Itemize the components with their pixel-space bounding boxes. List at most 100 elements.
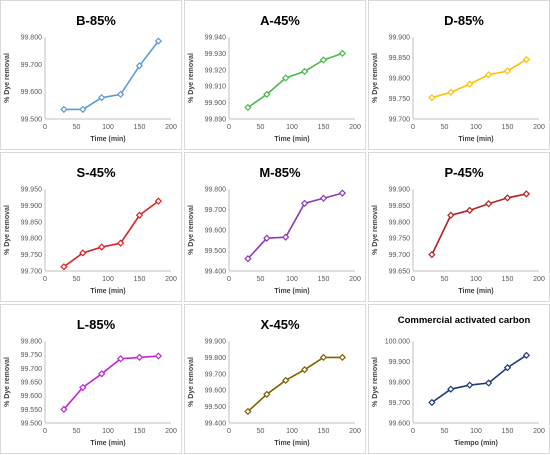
y-axis-label: % Dye removal — [4, 205, 11, 255]
y-tick-label: 99.600 — [205, 228, 227, 235]
x-tick-label: 100 — [470, 124, 482, 131]
x-axis-label: Tiempo (min) — [454, 440, 498, 447]
y-tick-label: 99.650 — [389, 269, 411, 276]
data-point — [282, 74, 290, 82]
x-tick-label: 150 — [502, 428, 514, 435]
x-tick-label: 150 — [134, 124, 146, 131]
data-point — [135, 62, 144, 70]
data-point — [263, 390, 271, 398]
y-tick-label: 99.500 — [205, 248, 227, 255]
y-tick-label: 99.700 — [205, 207, 227, 214]
x-tick-label: 50 — [441, 276, 449, 283]
data-point — [282, 233, 290, 241]
x-tick-label: 150 — [318, 428, 330, 435]
data-point — [79, 249, 87, 257]
y-tick-label: 99.800 — [21, 35, 43, 42]
series-line — [247, 356, 343, 413]
x-axis-label: Time (min) — [274, 136, 309, 143]
x-axis-label: Time (min) — [90, 440, 125, 447]
y-tick-label: 99.800 — [205, 187, 227, 194]
y-tick-label: 99.930 — [205, 51, 227, 58]
y-tick-label: 99.750 — [389, 236, 411, 243]
y-tick-label: 99.550 — [21, 407, 43, 414]
x-tick-label: 0 — [227, 276, 231, 283]
data-point — [116, 90, 125, 99]
x-axis-label: Time (min) — [274, 440, 309, 447]
chart-panel-7: L-85% 99.500 99.550 99.600 99.650 99.700 99.75… — [0, 304, 182, 454]
x-tick-label: 100 — [102, 428, 114, 435]
chart-svg: M-85% 99.400 99.500 99.600 99.700 99.800 0 50 10… — [188, 165, 361, 295]
chart-title: P-45% — [444, 165, 483, 180]
y-tick-label: 99.920 — [205, 67, 227, 74]
y-tick-label: 99.940 — [205, 35, 227, 42]
data-point — [466, 80, 474, 88]
x-axis-label: Time (min) — [90, 136, 125, 143]
x-tick-label: 0 — [227, 428, 231, 435]
data-point — [135, 211, 144, 219]
chart-panel-2: A-45% 99.890 99.900 99.910 99.920 99.930 99.94… — [184, 0, 366, 150]
y-tick-label: 99.750 — [21, 352, 43, 359]
series-line — [247, 52, 343, 109]
data-point — [447, 385, 455, 393]
x-axis-label: Time (min) — [458, 136, 493, 143]
y-tick-label: 99.700 — [21, 366, 43, 373]
chart-panel-4: S-45% 99.700 99.750 99.800 99.850 99.900 99.95… — [0, 152, 182, 302]
chart-title: M-85% — [259, 165, 301, 180]
chart-svg: P-45% 99.650 99.700 99.750 99.800 99.850 99.90… — [372, 165, 545, 295]
x-tick-label: 0 — [411, 124, 415, 131]
data-point — [522, 190, 531, 198]
data-point — [300, 366, 309, 374]
x-tick-label: 150 — [318, 276, 330, 283]
data-point — [79, 383, 87, 392]
data-point — [98, 94, 106, 102]
x-tick-label: 200 — [349, 124, 361, 131]
chart-title: D-85% — [444, 13, 484, 28]
x-axis-label: Time (min) — [458, 288, 493, 295]
y-tick-label: 99.600 — [389, 421, 411, 428]
x-tick-label: 200 — [533, 276, 545, 283]
x-tick-label: 50 — [257, 276, 265, 283]
y-tick-label: 99.700 — [21, 62, 43, 69]
y-tick-label: 99.600 — [21, 89, 43, 96]
y-tick-label: 99.900 — [389, 35, 411, 42]
series-line — [431, 354, 527, 404]
data-point — [282, 376, 290, 385]
x-tick-label: 200 — [533, 428, 545, 435]
x-axis-label: Time (min) — [274, 288, 309, 295]
series-line — [63, 355, 159, 410]
x-tick-label: 0 — [43, 428, 47, 435]
x-tick-label: 0 — [227, 124, 231, 131]
x-tick-label: 200 — [349, 276, 361, 283]
x-tick-label: 200 — [165, 428, 177, 435]
chart-title: A-45% — [260, 13, 300, 28]
y-tick-label: 99.910 — [205, 84, 227, 91]
y-tick-label: 99.400 — [205, 421, 227, 428]
x-tick-label: 0 — [43, 276, 47, 283]
x-tick-label: 150 — [502, 124, 514, 131]
y-tick-label: 99.890 — [205, 117, 227, 124]
data-point — [522, 351, 531, 359]
data-point — [428, 250, 436, 259]
data-point — [244, 407, 252, 416]
data-point — [338, 49, 347, 58]
data-point — [98, 243, 106, 251]
y-tick-label: 99.900 — [205, 339, 227, 346]
data-point — [263, 234, 271, 242]
chart-svg: A-45% 99.890 99.900 99.910 99.920 99.930 99.94… — [188, 13, 361, 143]
x-tick-label: 200 — [165, 276, 177, 283]
data-point — [484, 379, 493, 387]
chart-svg: X-45% 99.400 99.500 99.600 99.700 99.800 99.90… — [188, 317, 361, 447]
data-point — [319, 353, 328, 362]
x-tick-label: 200 — [349, 428, 361, 435]
y-tick-label: 99.900 — [21, 203, 43, 210]
chart-panel-1: B-85% 99.500 99.600 99.700 99.800 0 50 100 150 20… — [0, 0, 182, 150]
data-point — [338, 189, 347, 197]
x-tick-label: 0 — [43, 124, 47, 131]
y-tick-label: 99.700 — [389, 252, 411, 259]
chart-svg: Commercial activated carbon 99.600 99.700 9… — [372, 315, 545, 447]
y-tick-label: 99.800 — [389, 380, 411, 387]
data-point — [300, 67, 309, 76]
chart-title: B-85% — [76, 13, 116, 28]
y-tick-label: 99.900 — [389, 187, 411, 194]
chart-svg: B-85% 99.500 99.600 99.700 99.800 0 50 100 150 20… — [4, 13, 177, 143]
